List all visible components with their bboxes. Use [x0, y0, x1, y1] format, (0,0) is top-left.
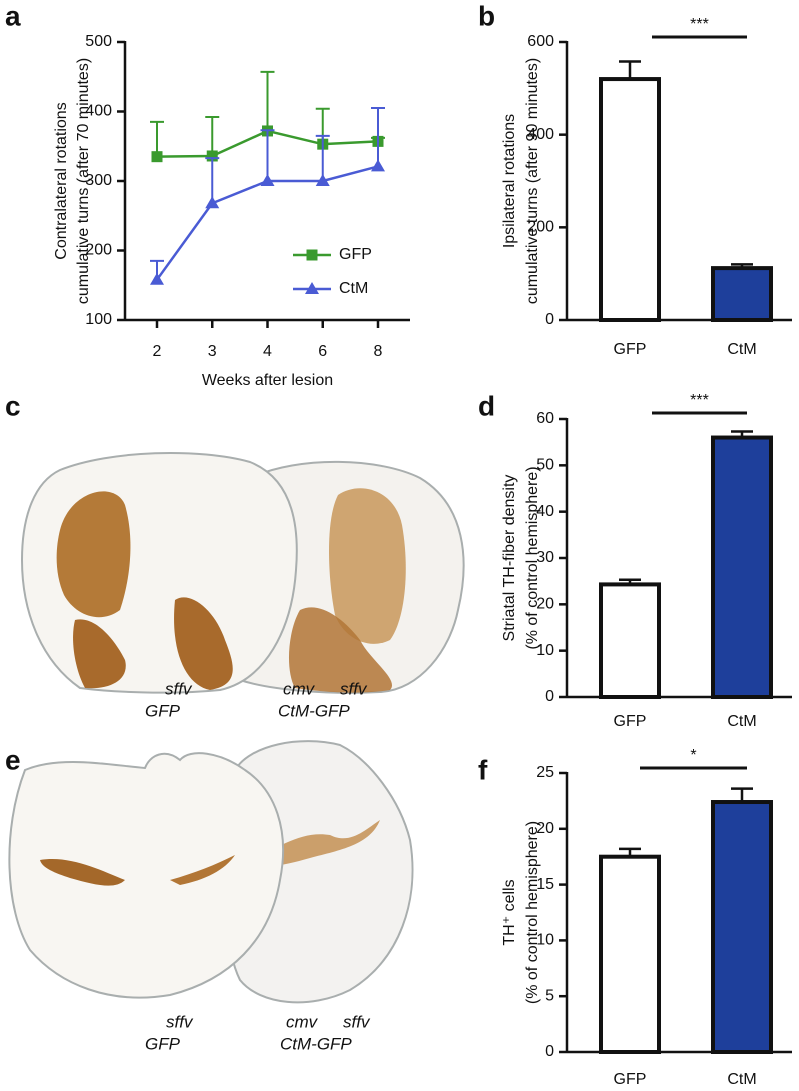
error-bar: [260, 70, 275, 131]
x-tick-label: CtM: [727, 713, 756, 730]
error-bar: [205, 116, 220, 156]
y-axis-label: Contralateral rotations: [53, 102, 70, 259]
y-tick-label: 0: [545, 311, 554, 328]
significance-label: ***: [690, 16, 709, 33]
x-tick-label: 6: [318, 343, 327, 360]
y-tick-label: 10: [536, 932, 554, 949]
y-tick-label: 25: [536, 764, 554, 781]
y-tick-label: 200: [527, 219, 554, 236]
image-label: sffv: [165, 679, 193, 698]
x-axis-label: Weeks after lesion: [202, 372, 333, 389]
y-tick-label: 10: [536, 642, 554, 659]
panel-label: c: [5, 390, 21, 421]
image-label: sffv: [343, 1012, 371, 1031]
bar: [599, 854, 661, 1055]
error-bar: [150, 120, 164, 157]
x-tick-label: 8: [374, 343, 383, 360]
panel-label: e: [5, 744, 21, 775]
image-label: GFP: [145, 701, 181, 720]
bar: [599, 77, 661, 322]
striatum-image: [20, 451, 465, 694]
marker: [150, 272, 164, 285]
bar: [599, 582, 661, 699]
error-bar: [260, 129, 275, 181]
y-tick-label: 0: [545, 688, 554, 705]
marker: [260, 174, 275, 186]
image-label: cmv: [283, 679, 316, 698]
image-label: CtM-GFP: [278, 701, 350, 720]
bar: [711, 266, 773, 322]
y-tick-label: 15: [536, 876, 554, 893]
legend-label: GFP: [339, 246, 372, 263]
y-axis-label: cumulative turns (after 90 minutes): [524, 58, 541, 304]
y-axis-label: Striatal TH-fiber density: [501, 475, 518, 642]
y-axis-label: cumulative turns (after 70 minutes): [75, 58, 92, 304]
marker: [151, 151, 163, 163]
y-tick-label: 50: [536, 457, 554, 474]
error-bar: [315, 134, 330, 181]
y-tick-label: 300: [85, 172, 112, 189]
panel-label: d: [478, 390, 495, 421]
y-tick-label: 600: [527, 33, 554, 50]
error-bar: [205, 157, 220, 204]
bar: [711, 800, 773, 1054]
y-axis-label: (% of control hemisphere): [524, 821, 541, 1004]
significance-label: *: [690, 747, 696, 764]
panel-label: a: [5, 0, 21, 31]
image-label: sffv: [340, 679, 368, 698]
x-tick-label: CtM: [727, 1071, 756, 1088]
y-tick-label: 100: [85, 311, 112, 328]
y-tick-label: 400: [85, 103, 112, 120]
y-tick-label: 60: [536, 410, 554, 427]
panel-label: f: [478, 754, 488, 785]
image-label: sffv: [166, 1012, 194, 1031]
marker: [305, 282, 319, 294]
error-bar: [619, 60, 641, 80]
y-tick-label: 400: [527, 126, 554, 143]
image-label: CtM-GFP: [280, 1034, 352, 1053]
midbrain-image: [8, 740, 414, 1004]
error-bar: [731, 787, 753, 803]
y-axis-label: (% of control hemisphere): [524, 466, 541, 649]
y-tick-label: 40: [536, 503, 554, 520]
image-label: cmv: [286, 1012, 319, 1031]
x-tick-label: 2: [153, 343, 162, 360]
y-tick-label: 30: [536, 549, 554, 566]
x-tick-label: 3: [208, 343, 217, 360]
x-tick-label: GFP: [614, 713, 647, 730]
x-tick-label: CtM: [727, 341, 756, 358]
y-tick-label: 20: [536, 820, 554, 837]
image-label: GFP: [145, 1034, 181, 1053]
image-labels: c sffv GFP cmv sffv CtM-GFP e sffv GFP c…: [5, 390, 371, 1053]
panel-label: b: [478, 0, 495, 31]
x-tick-label: GFP: [614, 341, 647, 358]
error-bar: [371, 107, 385, 167]
x-tick-label: 4: [263, 343, 272, 360]
legend-label: CtM: [339, 280, 368, 297]
y-tick-label: 0: [545, 1043, 554, 1060]
bar: [711, 435, 773, 699]
x-tick-label: GFP: [614, 1071, 647, 1088]
significance-label: ***: [690, 392, 709, 409]
y-tick-label: 200: [85, 242, 112, 259]
marker: [371, 159, 385, 172]
y-tick-label: 500: [85, 33, 112, 50]
marker: [205, 196, 220, 209]
marker: [206, 150, 218, 162]
y-tick-label: 20: [536, 596, 554, 613]
y-tick-label: 5: [545, 987, 554, 1004]
marker: [306, 249, 318, 261]
y-axis-label: Ipsilateral rotations: [501, 114, 518, 248]
y-axis-label: TH⁺ cells: [501, 879, 518, 945]
marker: [315, 174, 330, 186]
